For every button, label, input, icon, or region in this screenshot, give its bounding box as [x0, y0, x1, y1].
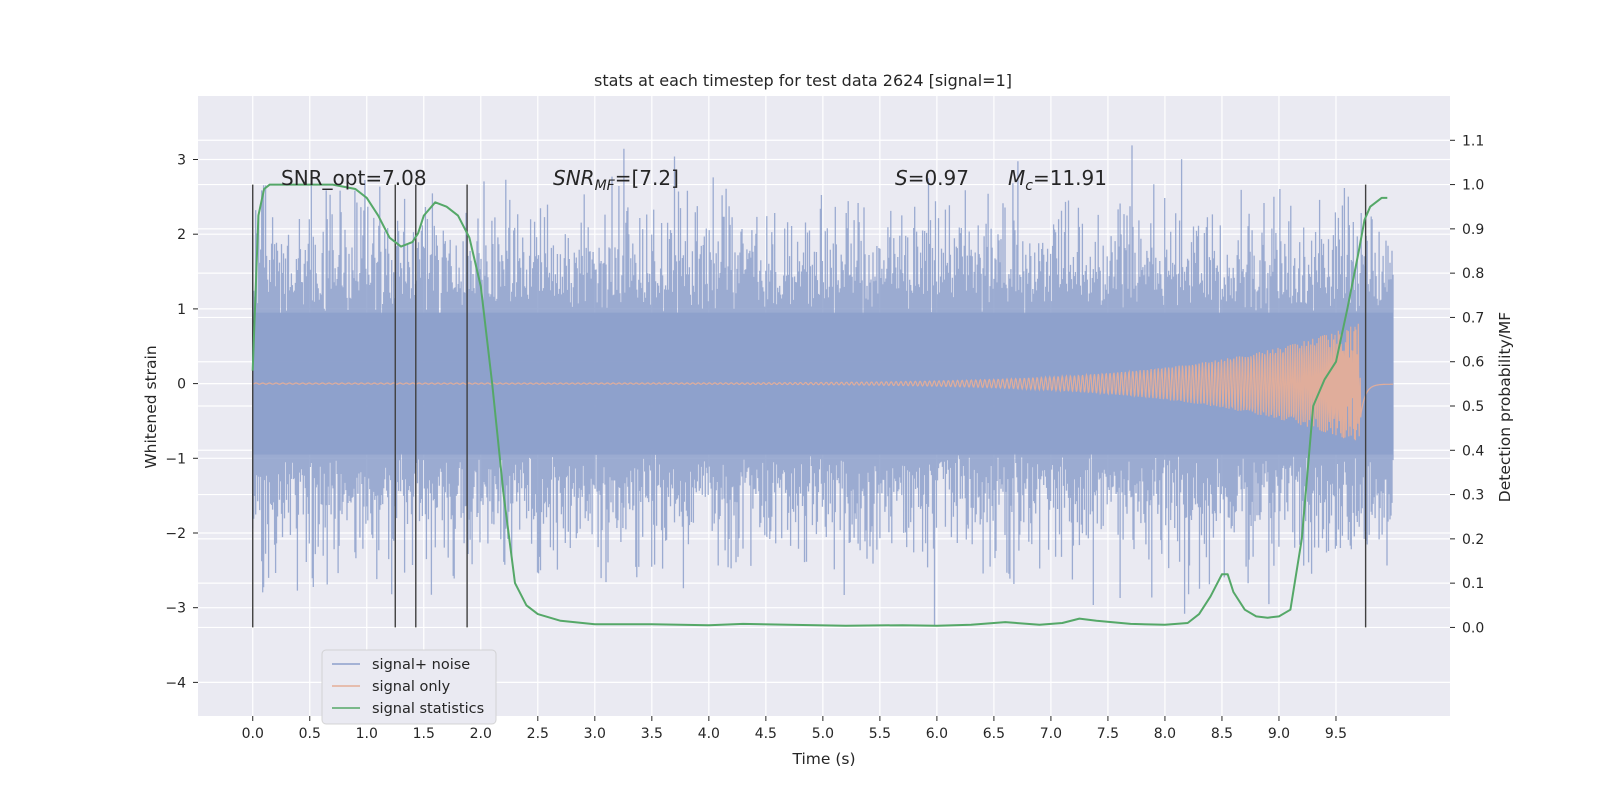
x-tick-label: 9.5: [1325, 726, 1347, 742]
signal-only-line: [252, 323, 1393, 441]
signal-statistics-series: [251, 183, 1388, 627]
y-right-tick-label: 0.7: [1462, 310, 1484, 326]
marker-lines: [252, 184, 1367, 628]
x-tick-label: 1.5: [413, 726, 435, 742]
y-left-tick-label: −3: [165, 601, 186, 617]
x-tick-label: 6.5: [983, 726, 1005, 742]
y-axis-right-label: Detection probability/MF: [1496, 312, 1514, 503]
y-right-tick-label: 0.8: [1462, 266, 1484, 282]
x-tick-label: 4.0: [698, 726, 720, 742]
y-left-tick-label: 2: [177, 227, 186, 243]
x-tick-label: 0.0: [242, 726, 264, 742]
y-right-tick-label: 0.4: [1462, 443, 1484, 459]
x-tick-label: 7.5: [1097, 726, 1119, 742]
chart-title: stats at each timestep for test data 262…: [594, 71, 1012, 90]
x-tick-label: 3.5: [641, 726, 663, 742]
x-axis-label: Time (s): [791, 750, 855, 768]
y-right-tick-label: 0.0: [1462, 620, 1484, 636]
y-left-tick-label: 1: [177, 302, 186, 318]
s-value: =0.97: [908, 166, 969, 190]
snr-mf-value: =[7.2]: [615, 166, 679, 190]
x-tick-label: 1.0: [356, 726, 378, 742]
y-axis-right: 1.1 1.0 0.9 0.8 0.7 0.6 0.5 0.4 0.3 0.2 0.1 0.0: [1450, 133, 1484, 636]
y-left-tick-label: −1: [165, 451, 186, 467]
signal-only-series: [252, 323, 1393, 441]
legend: signal+ noise signal only signal statist…: [321, 649, 497, 725]
legend-label-signal: signal only: [372, 679, 451, 695]
y-right-tick-label: 0.6: [1462, 355, 1484, 371]
y-right-tick-label: 0.1: [1462, 576, 1484, 592]
y-right-tick-label: 0.3: [1462, 488, 1484, 504]
y-left-tick-label: −4: [165, 675, 186, 691]
signal-statistics-line: [251, 183, 1388, 627]
snr-mf-annotation: SNRMF=[7.2]: [553, 166, 679, 194]
mc-sub: c: [1025, 178, 1033, 194]
y-axis-left: 3 2 1 0 −1 −2 −3 −4: [165, 152, 198, 691]
s-label: S: [895, 166, 908, 190]
y-right-tick-label: 0.2: [1462, 532, 1484, 548]
x-tick-label: 6.0: [926, 726, 948, 742]
x-tick-label: 8.5: [1211, 726, 1233, 742]
mc-base: M: [1008, 166, 1025, 190]
snr-opt-annotation: SNR_opt=7.08: [281, 166, 427, 190]
legend-label-stats: signal statistics: [372, 701, 484, 717]
x-tick-label: 9.0: [1268, 726, 1290, 742]
x-tick-label: 5.0: [812, 726, 834, 742]
snr-mf-base: SNR: [553, 166, 595, 190]
x-tick-label: 2.5: [527, 726, 549, 742]
s-annotation: S=0.97: [895, 166, 969, 190]
x-tick-label: 0.5: [299, 726, 321, 742]
snr-mf-sub: MF: [595, 178, 616, 194]
x-tick-label: 4.5: [755, 726, 777, 742]
x-tick-label: 7.0: [1040, 726, 1062, 742]
mc-annotation: Mc=11.91: [1008, 166, 1107, 194]
y-axis-left-label: Whitened strain: [142, 345, 160, 468]
x-tick-label: 5.5: [869, 726, 891, 742]
x-axis: 0.0 0.5 1.0 1.5 2.0 2.5 3.0 3.5 4.0 4.5 5.0 5.5 6.0 6…: [242, 716, 1347, 742]
legend-label-noise: signal+ noise: [372, 657, 470, 673]
x-tick-label: 2.0: [470, 726, 492, 742]
x-tick-label: 3.0: [584, 726, 606, 742]
y-left-tick-label: 0: [177, 377, 186, 393]
x-tick-label: 8.0: [1154, 726, 1176, 742]
y-left-tick-label: −2: [165, 526, 186, 542]
y-right-tick-label: 0.9: [1462, 222, 1484, 238]
y-left-tick-label: 3: [177, 152, 186, 168]
y-right-tick-label: 0.5: [1462, 399, 1484, 415]
legend-box: [321, 649, 497, 725]
mc-value: =11.91: [1033, 166, 1107, 190]
y-right-tick-label: 1.1: [1462, 133, 1484, 149]
y-right-tick-label: 1.0: [1462, 178, 1484, 194]
